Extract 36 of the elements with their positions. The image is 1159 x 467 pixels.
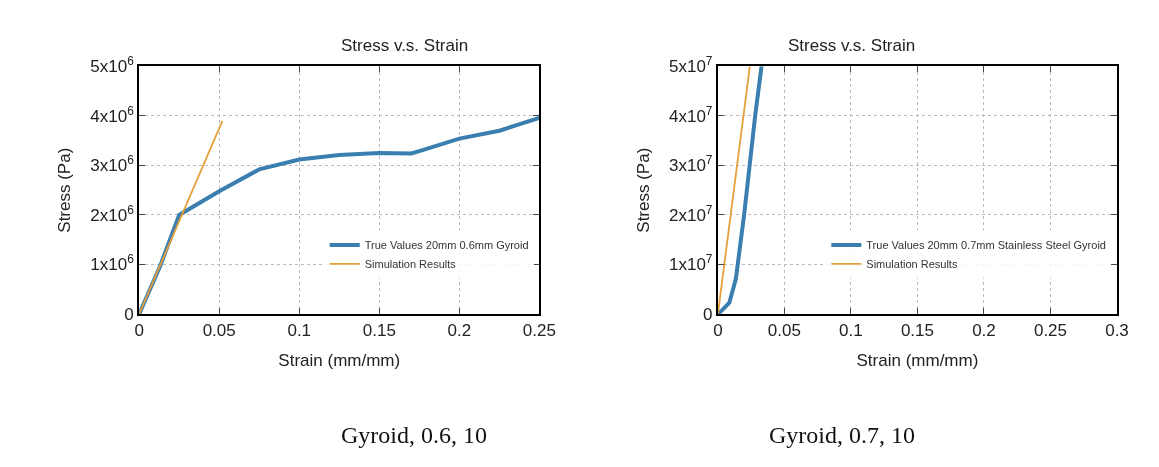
y-tick-label: 5x10$^{7}$ (669, 54, 713, 77)
chart-title: Stress v.s. Strain (341, 36, 469, 55)
x-axis-title: Strain (mm/mm) (278, 351, 401, 371)
y-tick-label: 4x10$^{6}$ (90, 103, 135, 126)
y-tick-label: 4x10$^{7}$ (669, 103, 713, 126)
x-tick-label: 0.3 (1105, 321, 1129, 341)
x-tick-label: 0.05 (202, 321, 236, 341)
y-tick-label: 2x10$^{6}$ (90, 202, 135, 225)
x-tick-label: 0.1 (839, 321, 863, 341)
y-axis-title: Stress (Pa) (634, 147, 654, 233)
x-tick-label: 0.15 (362, 321, 396, 341)
y-axis-title: Stress (Pa) (55, 147, 75, 233)
x-tick-label: 0.2 (972, 321, 996, 341)
x-tick-label: 0.25 (1033, 321, 1068, 341)
y-tick-label: 1x10$^{6}$ (90, 252, 135, 275)
text: Gyroid, 0.7, 10 (769, 422, 915, 448)
y-tick-label: 1x10$^{7}$ (669, 252, 713, 275)
legend-label: Simulation Results (866, 258, 958, 271)
x-axis-title: Strain (mm/mm) (856, 351, 979, 371)
legend-label: True Values 20mm 0.7mm Stainless Steel Gyroid (866, 239, 1106, 252)
y-tick-label: 5x10$^{6}$ (90, 54, 135, 77)
y-tick-label: 3x10$^{7}$ (669, 153, 713, 176)
y-tick-label: 0 (124, 305, 134, 325)
y-tick-label: 2x10$^{7}$ (669, 202, 713, 225)
legend-label: Simulation Results (364, 258, 457, 271)
x-tick-label: 0.05 (767, 321, 801, 341)
x-tick-label: 0.2 (447, 321, 472, 341)
text: Gyroid, 0.6, 10 (341, 422, 487, 448)
x-tick-label: 0.25 (522, 321, 556, 341)
chart-title: Stress v.s. Strain (788, 36, 916, 55)
y-tick-label: 3x10$^{6}$ (90, 153, 135, 176)
line-series (717, 66, 764, 315)
legend-label: True Values 20mm 0.6mm Gyroid (364, 239, 529, 252)
y-tick-label: 0 (703, 305, 713, 325)
x-tick-label: 0.1 (287, 321, 312, 341)
x-tick-label: 0.15 (900, 321, 934, 341)
